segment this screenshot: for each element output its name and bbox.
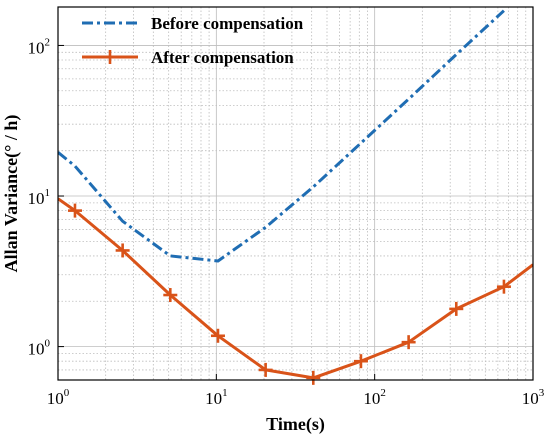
legend-marker-after xyxy=(103,50,117,64)
data-point-marker xyxy=(449,301,464,316)
x-tick-label: 102 xyxy=(363,387,386,408)
plot-frame xyxy=(57,6,534,381)
series-lines xyxy=(58,9,533,385)
series-line-before xyxy=(58,9,505,263)
y-tick-exponent: 1 xyxy=(45,187,51,199)
x-axis-title: Time(s) xyxy=(266,414,325,435)
data-point-marker xyxy=(258,362,273,377)
y-tick-label: 102 xyxy=(28,36,51,57)
x-tick-exponent: 3 xyxy=(539,387,545,399)
legend-label-before: Before compensation xyxy=(151,14,304,33)
data-point-marker xyxy=(496,279,511,294)
x-tick-exponent: 0 xyxy=(64,387,70,399)
data-point-marker xyxy=(115,243,130,258)
y-tick-exponent: 2 xyxy=(45,36,51,48)
x-tick-label: 101 xyxy=(205,387,228,408)
y-tick-label: 101 xyxy=(28,187,51,208)
legend-label-after: After compensation xyxy=(151,48,294,67)
x-tick-exponent: 2 xyxy=(380,387,386,399)
legend: Before compensation After compensation xyxy=(82,14,304,67)
x-tick-exponent: 1 xyxy=(222,387,228,399)
y-tick-exponent: 0 xyxy=(45,338,51,350)
data-point-marker xyxy=(401,335,416,350)
data-point-marker xyxy=(163,288,178,303)
data-point-marker xyxy=(353,354,368,369)
series-line-after xyxy=(58,197,533,380)
data-point-marker xyxy=(306,370,321,385)
grid xyxy=(57,7,533,381)
data-point-marker xyxy=(67,203,82,218)
y-axis-title: Allan Variance(° / h) xyxy=(1,115,22,273)
legend-plus-marker xyxy=(103,50,117,64)
data-point-marker xyxy=(210,328,225,343)
